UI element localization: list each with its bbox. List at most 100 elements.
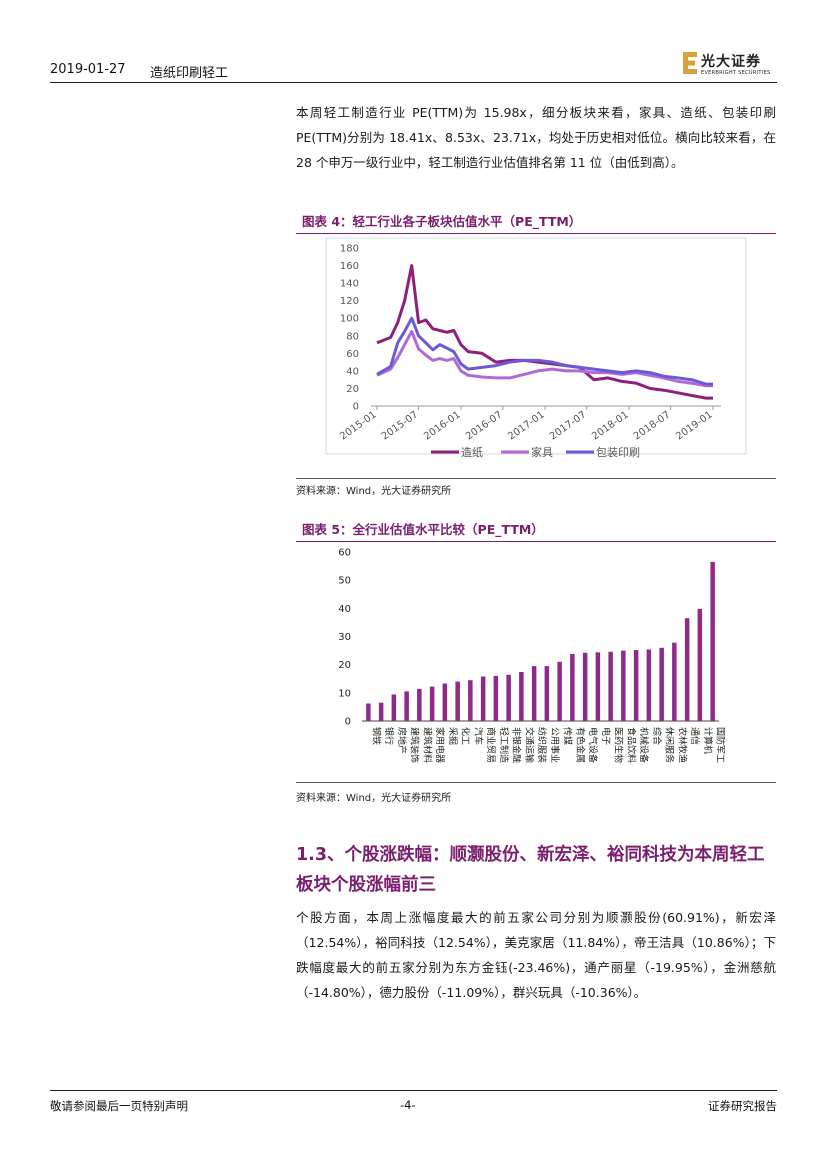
category-label: 银行: [383, 727, 395, 745]
bar-26: [697, 608, 703, 721]
x-tick-label: 2018-07: [632, 409, 673, 442]
category-label: 房地产: [396, 727, 408, 754]
x-tick-label: 2015-01: [338, 409, 379, 442]
header-date: 2019-01-27: [50, 62, 126, 77]
bar-7: [455, 681, 460, 721]
paragraph-stock-moves: 个股方面，本周上涨幅度最大的前五家公司分别为顺灏股份(60.91%)，新宏泽（1…: [296, 910, 776, 1000]
bar-17: [582, 652, 588, 721]
bar-23: [659, 647, 664, 721]
bar-22: [646, 649, 652, 721]
section-heading-stock-moves: 1.3、个股涨跌幅：顺灏股份、新宏泽、裕同科技为本周轻工板块个股涨幅前三: [296, 845, 765, 895]
bar-14: [544, 666, 550, 721]
everbright-logo-icon: [683, 52, 697, 74]
bar-10: [493, 675, 499, 721]
category-label: 电气设备: [587, 727, 599, 763]
y-tick-label: 20: [338, 660, 351, 671]
category-label: 家用电器: [434, 727, 446, 763]
legend-label-1: 家具: [531, 445, 553, 459]
category-label: 国防军工: [715, 727, 727, 763]
bar-16: [570, 654, 575, 721]
x-tick-label: 2016-07: [464, 409, 505, 442]
figure4-source: 资料来源：Wind，光大证券研究所: [296, 486, 452, 497]
y-tick-label: 0: [353, 402, 359, 413]
bar-4: [417, 688, 422, 721]
x-tick-label: 2016-01: [422, 409, 463, 442]
y-tick-label: 20: [346, 384, 359, 395]
category-label: 医药生物: [613, 727, 625, 763]
category-label: 综合: [651, 727, 663, 745]
category-label: 交通运输: [523, 727, 535, 763]
category-label: 商业贸易: [485, 727, 497, 763]
figure4-title: 图表 4：轻工行业各子板块估值水平（PE_TTM）: [296, 210, 776, 234]
figure5-title: 图表 5：全行业估值水平比较（PE_TTM）: [296, 518, 776, 542]
y-tick-label: 180: [340, 244, 359, 255]
category-label: 建筑材料: [421, 727, 433, 763]
legend-label-2: 包装印刷: [596, 446, 640, 459]
category-label: 食品饮料: [625, 727, 637, 763]
bar-11: [506, 674, 511, 721]
category-label: 建筑装饰: [409, 727, 421, 763]
category-label: 化工: [460, 727, 472, 745]
y-tick-label: 160: [340, 261, 359, 272]
bar-6: [442, 683, 448, 721]
category-label: 公用事业: [549, 727, 561, 763]
header-divider: [50, 82, 777, 83]
bar-27: [710, 561, 715, 721]
figure4-container: 0 20 40 60 80 100 120 140 160 180 2015-01 2015-07 20…: [296, 234, 776, 479]
plot-area-border: [325, 237, 747, 455]
bar-0: [366, 703, 371, 721]
category-label: 非银金融: [511, 727, 523, 763]
series-line-0: [376, 264, 713, 400]
logo-chinese-name: 光大证券: [701, 54, 761, 70]
bar-1: [378, 702, 384, 721]
y-tick-label: 60: [338, 548, 351, 559]
bar-8: [468, 680, 473, 721]
series-line-2: [376, 316, 713, 386]
y-tick-label: 0: [345, 717, 351, 728]
figure5-source: 资料来源：Wind，光大证券研究所: [296, 793, 452, 804]
category-label: 休闲服务: [664, 727, 676, 763]
y-tick-label: 30: [338, 632, 351, 643]
bar-3: [404, 691, 409, 721]
y-tick-label: 60: [346, 349, 359, 360]
x-tick-label: 2017-01: [506, 409, 547, 442]
legend-label-0: 造纸: [461, 445, 483, 459]
bar-25: [684, 618, 690, 721]
logo-english-name: EVERBRIGHT SECURITIES: [701, 70, 771, 76]
bar-12: [519, 672, 524, 721]
category-label: 轻工制造: [498, 727, 510, 763]
y-tick-label: 100: [340, 314, 359, 325]
bar-21: [633, 650, 639, 721]
x-tick-label: 2015-07: [380, 409, 421, 442]
category-label: 纺织服装: [536, 727, 548, 763]
paragraph-valuation: 本周轻工制造行业 PE(TTM)为 15.98x，细分板块来看，家具、造纸、包装…: [296, 105, 776, 170]
x-tick-label: 2017-07: [548, 409, 589, 442]
bar-15: [557, 661, 562, 721]
category-label: 传媒: [562, 727, 574, 745]
category-label: 计算机: [702, 727, 714, 754]
y-tick-label: 40: [346, 366, 359, 377]
category-label: 采掘: [447, 727, 459, 745]
header-sector: 造纸印刷轻工: [150, 66, 229, 81]
category-label: 有色金属: [574, 727, 586, 763]
y-tick-label: 140: [340, 279, 359, 290]
series-line-1: [376, 329, 713, 388]
y-tick-label: 50: [338, 576, 351, 587]
x-tick-label: 2019-01: [674, 409, 715, 442]
page-number: -4-: [400, 1098, 416, 1112]
category-label: 机械设备: [638, 727, 650, 763]
category-label: 电子: [600, 727, 612, 745]
bar-5: [429, 686, 435, 721]
bar-19: [608, 651, 613, 721]
bar-24: [672, 642, 677, 721]
y-tick-label: 40: [338, 604, 351, 615]
industry-pe-bar-chart: 0 10 20 30 40 50 60 钢铁 银行 房地产 建筑装饰 建筑材料 家用电器 采掘 化工 汽车 商业…: [338, 548, 727, 764]
y-tick-label: 10: [338, 688, 351, 699]
bar-13: [531, 666, 537, 721]
bar-9: [480, 676, 486, 721]
category-label: 钢铁: [370, 727, 382, 745]
category-label: 农林牧渔: [676, 727, 688, 763]
x-tick-label: 2018-01: [590, 409, 631, 442]
footer-divider: [50, 1090, 777, 1091]
